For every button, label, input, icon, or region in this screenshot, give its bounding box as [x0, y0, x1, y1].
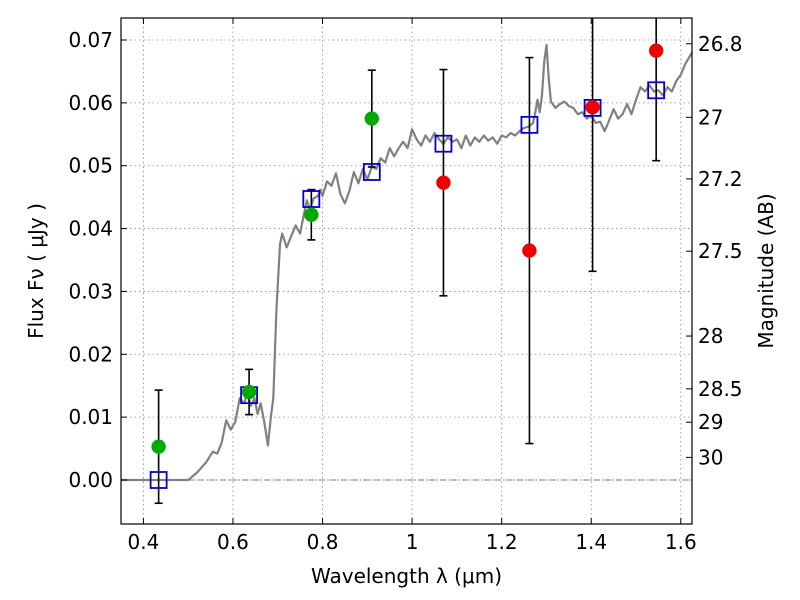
x-tick-label: 0.4 — [127, 530, 159, 554]
magnitude-tick-label: 28.5 — [698, 377, 743, 401]
model-band-square — [583, 98, 602, 117]
magnitude-tick-label: 29 — [698, 410, 723, 434]
observed-flux-point — [364, 111, 380, 126]
y-tick-label: 0.07 — [68, 28, 113, 52]
observed-flux-point — [304, 207, 319, 222]
y-axis-label: Flux Fν ( μJy ) — [24, 203, 48, 339]
x-tick-label: 0.8 — [307, 530, 339, 554]
observed-flux-point — [585, 100, 600, 115]
model-band-square — [434, 134, 453, 153]
marker-layer — [149, 43, 666, 489]
model-band-square — [149, 471, 168, 489]
magnitude-tick-label: 30 — [698, 445, 723, 469]
x-tick-label: 1 — [406, 530, 419, 554]
y-tick-label: 0.00 — [68, 468, 113, 492]
x-tick-label: 1.4 — [575, 530, 607, 554]
model-band-square — [520, 115, 539, 134]
model-band-square — [647, 81, 666, 100]
observed-flux-point — [522, 243, 537, 258]
magnitude-tick-label: 26.8 — [698, 32, 743, 56]
errorbar-layer — [154, 18, 661, 505]
observed-flux-point — [241, 384, 257, 400]
y-tick-label: 0.05 — [68, 154, 113, 178]
right-axis-label: Magnitude (AB) — [754, 193, 778, 348]
y-tick-label: 0.06 — [68, 91, 113, 115]
model-spectrum-layer — [121, 43, 693, 482]
observed-flux-point — [648, 43, 664, 58]
model-band-square — [302, 190, 321, 208]
ticks-layer: 0.4 0.6 0.8 1 1.2 1.4 1.6 0.00 0.01 0.02 0.03 0.04 0… — [68, 18, 743, 554]
magnitude-tick-label: 27.2 — [698, 167, 743, 191]
magnitude-tick-label: 27.5 — [698, 239, 743, 263]
observed-flux-point — [436, 175, 451, 190]
observed-flux-point — [151, 439, 166, 454]
x-axis-label: Wavelength λ (μm) — [311, 564, 502, 588]
x-tick-label: 1.6 — [665, 530, 697, 554]
magnitude-tick-label: 27 — [698, 105, 723, 129]
plot-frame — [120, 17, 693, 525]
y-tick-label: 0.04 — [68, 217, 113, 241]
y-tick-label: 0.01 — [68, 405, 113, 429]
magnitude-tick-label: 28 — [698, 324, 723, 348]
model-band-square — [362, 163, 381, 181]
grid-layer — [121, 18, 692, 524]
model-spectrum-line — [121, 43, 693, 482]
x-tick-label: 1.2 — [486, 530, 518, 554]
y-tick-label: 0.03 — [68, 279, 113, 303]
y-tick-label: 0.02 — [68, 342, 113, 366]
x-tick-label: 0.6 — [217, 530, 249, 554]
